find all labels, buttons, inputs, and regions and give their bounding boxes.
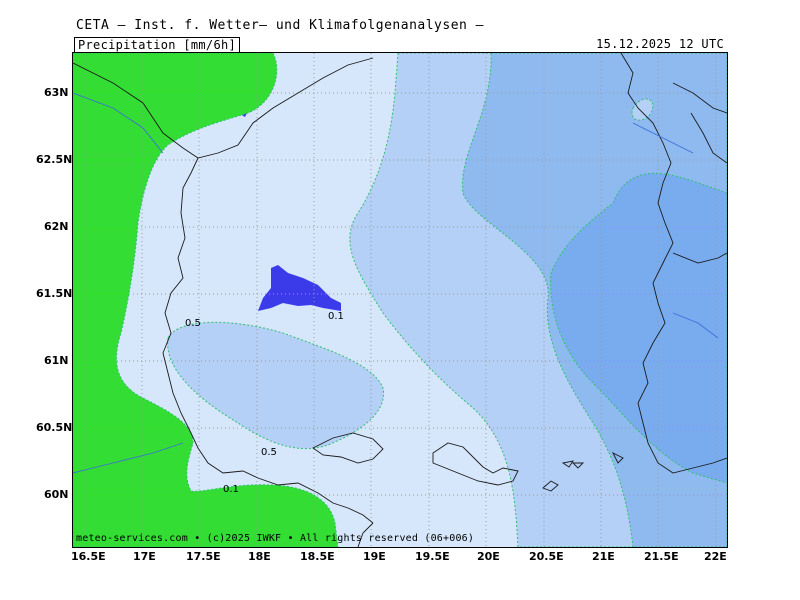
contour-label-0-5-west: 0.5 xyxy=(185,318,201,329)
lon-label-16-5e: 16.5E xyxy=(71,550,106,563)
subtitle-row: Precipitation [mm/6h] 15.12.2025 12 UTC xyxy=(72,37,726,52)
lon-label-22e: 22E xyxy=(704,550,727,563)
lon-label-19e: 19E xyxy=(363,550,386,563)
lat-label-60-5n: 60.5N xyxy=(36,421,73,434)
lat-label-61n: 61N xyxy=(44,354,69,367)
lat-label-62n: 62N xyxy=(44,220,69,233)
land-west xyxy=(73,53,339,547)
lon-label-17-5e: 17.5E xyxy=(186,550,221,563)
lon-label-20-5e: 20.5E xyxy=(529,550,564,563)
precip-max-center xyxy=(258,265,341,311)
lat-label-61-5n: 61.5N xyxy=(36,287,73,300)
lon-label-17e: 17E xyxy=(133,550,156,563)
lon-label-18-5e: 18.5E xyxy=(300,550,335,563)
rivers xyxy=(73,92,719,474)
precip-field-heavy-north xyxy=(631,98,654,121)
precipitation-map: 0.5 0.1 0.5 0.1 xyxy=(73,53,727,547)
lon-label-19-5e: 19.5E xyxy=(415,550,450,563)
contour-label-0-5-south: 0.5 xyxy=(261,447,277,458)
precip-blob-mid-west xyxy=(167,321,384,449)
credit-line: meteo-services.com • (c)2025 IWKF • All … xyxy=(76,533,475,544)
precip-field-heavier xyxy=(550,172,727,484)
lat-label-62-5n: 62.5N xyxy=(36,153,73,166)
map-title: CETA — Inst. f. Wetter— und Klimafolgena… xyxy=(76,18,485,33)
lon-label-21-5e: 21.5E xyxy=(644,550,679,563)
contour-label-0-1-center: 0.1 xyxy=(328,311,344,322)
lat-label-60n: 60N xyxy=(44,488,69,501)
lon-label-21e: 21E xyxy=(592,550,615,563)
coastlines xyxy=(73,53,727,547)
graticule xyxy=(73,53,727,547)
parameter-label: Precipitation [mm/6h] xyxy=(74,37,241,52)
lon-label-18e: 18E xyxy=(248,550,271,563)
map-area: 0.5 0.1 0.5 0.1 xyxy=(72,52,728,548)
contour-label-0-1-south: 0.1 xyxy=(223,484,239,495)
lat-label-63n: 63N xyxy=(44,86,69,99)
lon-label-20e: 20E xyxy=(477,550,500,563)
valid-time: 15.12.2025 12 UTC xyxy=(596,37,724,51)
